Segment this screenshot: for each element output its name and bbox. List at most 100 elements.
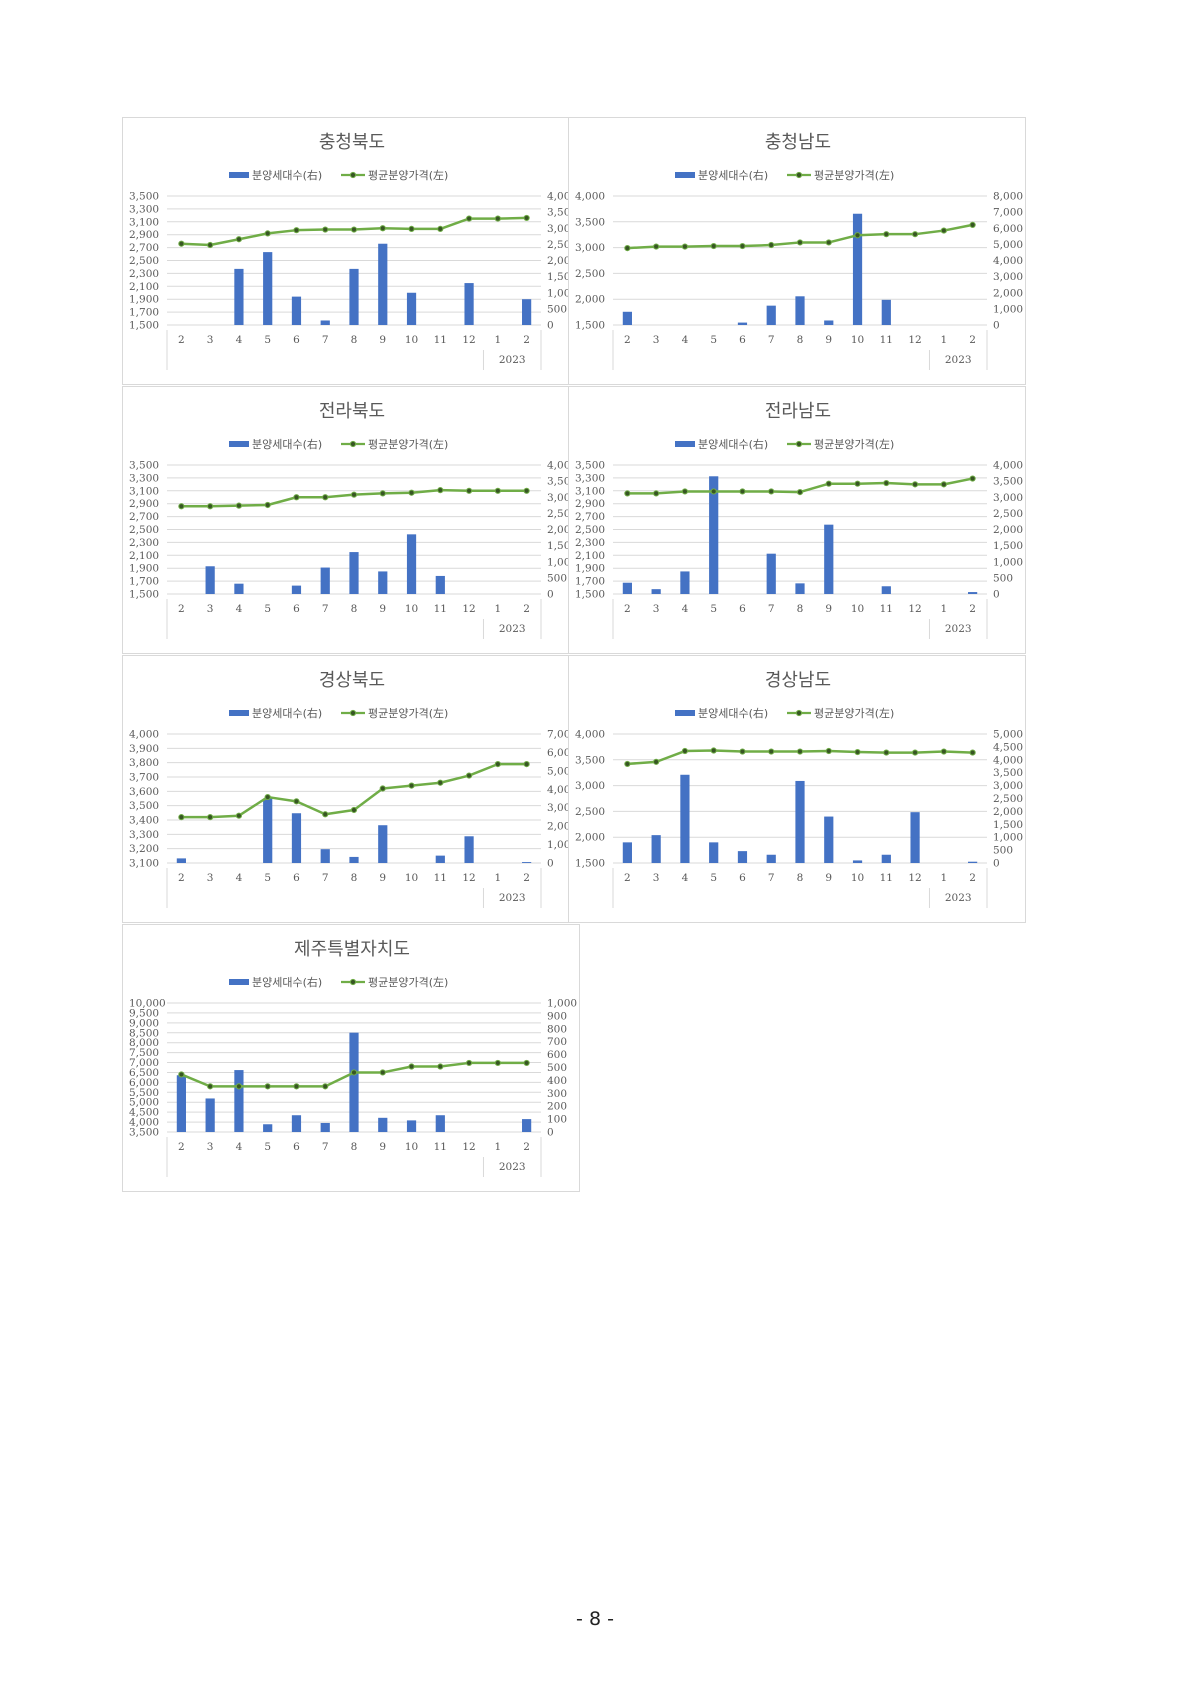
- category-label: 6: [293, 1141, 300, 1153]
- bar: [622, 842, 632, 863]
- line-point: [350, 491, 358, 498]
- right-tick-label: 500: [993, 572, 1013, 584]
- left-tick-label: 2,700: [129, 511, 159, 523]
- category-label: 7: [322, 334, 329, 346]
- bar: [378, 571, 388, 594]
- line-point: [854, 480, 861, 487]
- category-label: 1: [495, 334, 502, 346]
- chart-panel-gyeongbuk: 경상북도 분양세대수(右) 평균분양가격(左) 3,100 3,200 3,300 3,40…: [122, 655, 580, 923]
- legend-line-marker: [349, 171, 357, 179]
- left-tick-label: 3,100: [129, 858, 159, 870]
- line-point: [940, 481, 947, 488]
- category-label: 5: [264, 872, 271, 884]
- left-tick-label: 2,500: [129, 524, 159, 536]
- left-tick-label: 2,700: [129, 242, 159, 254]
- right-tick-label: 7,000: [993, 207, 1023, 219]
- legend-line-label: 평균분양가격(左): [368, 438, 448, 451]
- left-tick-label: 1,700: [575, 576, 605, 588]
- left-tick-label: 1,900: [129, 563, 159, 575]
- line-point: [465, 1059, 473, 1067]
- category-label: 6: [739, 603, 746, 615]
- category-label: 2: [969, 334, 976, 346]
- right-tick-label: 600: [547, 1049, 567, 1061]
- line-point: [653, 243, 660, 250]
- category-label: 2: [523, 603, 530, 615]
- bar: [968, 861, 978, 863]
- bar: [651, 835, 661, 863]
- category-label: 2: [178, 603, 185, 615]
- left-tick-label: 3,400: [129, 815, 159, 827]
- line-point: [911, 481, 919, 488]
- left-tick-label: 1,900: [129, 294, 159, 306]
- chart-legend: 분양세대수(右) 평균분양가격(左): [675, 437, 894, 451]
- category-label: 5: [710, 334, 717, 346]
- line-point: [854, 232, 861, 239]
- bar: [709, 842, 719, 863]
- category-label: 2: [178, 872, 185, 884]
- line-point: [322, 226, 329, 233]
- legend-bar-label: 분양세대수(右): [252, 706, 322, 720]
- category-label: 8: [351, 603, 358, 615]
- right-tick-label: 1,000: [993, 832, 1023, 844]
- category-label: 10: [851, 334, 864, 346]
- line-point: [854, 748, 861, 756]
- year-label: 2023: [499, 354, 526, 366]
- right-tick-label: 3,500: [993, 767, 1023, 779]
- legend-bar-label: 분양세대수(右): [698, 168, 768, 182]
- right-tick-label: 500: [547, 303, 567, 315]
- category-label: 8: [351, 334, 358, 346]
- category-label: 12: [462, 334, 475, 346]
- bar: [263, 252, 273, 325]
- left-tick-label: 3,900: [129, 743, 159, 755]
- bar: [522, 299, 532, 325]
- right-tick-label: 3,000: [993, 271, 1023, 283]
- left-tick-label: 4,000: [129, 1117, 159, 1129]
- year-label: 2023: [945, 892, 972, 904]
- line-point: [710, 488, 717, 495]
- line-point: [523, 487, 530, 494]
- category-label: 3: [653, 872, 660, 884]
- left-tick-label: 2,300: [129, 268, 159, 280]
- category-label: 6: [739, 872, 746, 884]
- category-label: 5: [264, 603, 271, 615]
- right-tick-label: 4,000: [993, 754, 1023, 766]
- legend-bar-label: 분양세대수(右): [698, 437, 768, 451]
- category-label: 1: [495, 1141, 502, 1153]
- category-label: 3: [653, 603, 660, 615]
- left-tick-label: 1,700: [129, 307, 159, 319]
- line-point: [883, 479, 890, 487]
- category-label: 12: [908, 872, 921, 884]
- bar: [406, 1120, 417, 1132]
- line-point: [207, 814, 214, 821]
- bar: [852, 213, 863, 325]
- left-tick-label: 2,100: [129, 550, 159, 562]
- bar: [824, 524, 834, 594]
- chart-title: 제주특별자치도: [294, 939, 410, 960]
- bar: [205, 566, 215, 594]
- chart-title: 경상북도: [319, 670, 385, 691]
- legend-line-label: 평균분양가격(左): [368, 976, 448, 989]
- line-point: [235, 236, 243, 243]
- line-point: [437, 1063, 444, 1070]
- category-label: 9: [825, 603, 832, 615]
- left-tick-label: 7,500: [129, 1047, 159, 1059]
- category-label: 11: [880, 334, 893, 346]
- line-point: [350, 226, 358, 233]
- left-tick-label: 2,500: [575, 524, 605, 536]
- category-label: 2: [969, 603, 976, 615]
- line-point: [178, 240, 185, 247]
- line-point: [379, 785, 386, 792]
- line-point: [911, 749, 919, 756]
- legend-line-label: 평균분양가격(左): [814, 707, 894, 720]
- left-tick-label: 3,000: [575, 242, 605, 254]
- chart-legend: 분양세대수(右) 평균분양가격(左): [675, 168, 894, 182]
- bar: [378, 243, 388, 325]
- bar: [968, 592, 978, 594]
- line-point: [465, 487, 473, 494]
- line-point: [350, 806, 358, 814]
- category-label: 4: [236, 1141, 243, 1153]
- category-label: 7: [768, 872, 775, 884]
- left-tick-label: 5,000: [129, 1097, 159, 1109]
